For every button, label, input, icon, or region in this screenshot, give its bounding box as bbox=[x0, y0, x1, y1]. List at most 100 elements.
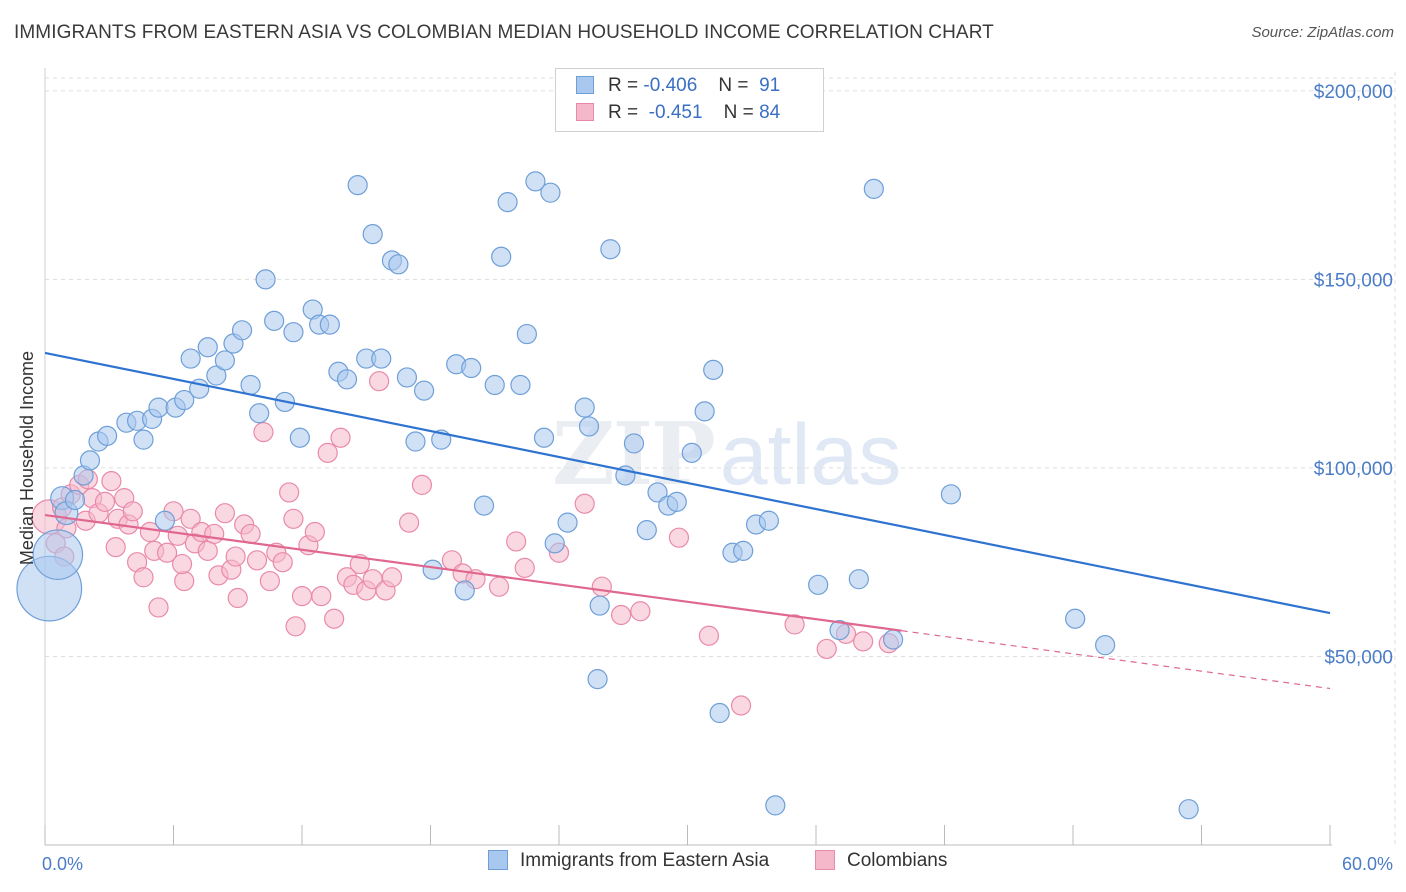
data-point bbox=[291, 586, 313, 607]
bottom-legend-colombians: Colombians bbox=[815, 850, 947, 872]
legend-n-value: 91 bbox=[759, 75, 781, 96]
x-tick-label-max: 60.0% bbox=[1342, 854, 1393, 874]
y-axis-title: Median Household Income bbox=[17, 351, 37, 565]
data-point bbox=[636, 520, 657, 541]
legend-swatch-pink bbox=[576, 103, 594, 121]
data-point bbox=[206, 365, 227, 386]
data-point bbox=[574, 397, 595, 418]
chart-title: IMMIGRANTS FROM EASTERN ASIA VS COLOMBIA… bbox=[14, 22, 994, 43]
legend-r-label: R = bbox=[608, 75, 639, 96]
data-point bbox=[647, 482, 668, 503]
data-point bbox=[279, 482, 300, 503]
legend-n-label: N = bbox=[723, 102, 754, 123]
data-point bbox=[808, 574, 829, 595]
bottom-legend-eastern-asia: Immigrants from Eastern Asia bbox=[488, 850, 769, 872]
data-point bbox=[557, 512, 578, 533]
data-point bbox=[105, 537, 126, 558]
data-point bbox=[330, 427, 351, 448]
data-point bbox=[283, 508, 304, 529]
data-point bbox=[853, 631, 874, 652]
grid-lines bbox=[45, 72, 1396, 845]
data-point bbox=[623, 433, 645, 454]
bottom-legend-label: Colombians bbox=[847, 850, 948, 871]
data-point bbox=[231, 320, 253, 341]
data-point bbox=[253, 422, 274, 443]
data-point bbox=[506, 531, 527, 552]
data-point bbox=[156, 542, 178, 563]
data-point bbox=[863, 178, 884, 199]
legend-n-value: 84 bbox=[759, 102, 781, 123]
data-point bbox=[336, 369, 358, 390]
data-point bbox=[829, 619, 850, 641]
legend-swatch-blue bbox=[576, 76, 594, 94]
data-point bbox=[668, 527, 690, 548]
data-point bbox=[510, 374, 531, 396]
data-point bbox=[591, 576, 612, 597]
data-point bbox=[694, 401, 715, 422]
data-point bbox=[540, 182, 561, 203]
y-tick-label: $100,000 bbox=[1314, 459, 1393, 480]
data-point bbox=[133, 567, 154, 588]
data-point bbox=[733, 540, 754, 561]
data-point bbox=[461, 357, 482, 379]
data-point bbox=[381, 567, 403, 588]
data-point bbox=[174, 570, 195, 592]
data-point bbox=[311, 586, 332, 607]
data-point bbox=[484, 374, 505, 396]
data-point bbox=[765, 795, 786, 816]
watermark: ZIPatlas bbox=[552, 404, 901, 505]
data-point bbox=[197, 337, 218, 358]
bottom-legend-label: Immigrants from Eastern Asia bbox=[520, 850, 770, 871]
data-point bbox=[405, 431, 426, 452]
data-point bbox=[259, 570, 280, 592]
data-point bbox=[1065, 608, 1086, 629]
data-point bbox=[154, 510, 176, 531]
data-point bbox=[214, 503, 235, 524]
data-point bbox=[349, 553, 370, 575]
y-tick-label: $50,000 bbox=[1324, 647, 1393, 668]
data-point bbox=[272, 552, 293, 573]
axis-labels: $50,000 $100,000 $150,000 $200,000 0.0% 60.0%… bbox=[17, 82, 1393, 874]
data-point bbox=[587, 668, 608, 690]
legend-row-colombians: R = -0.451 N = 84 bbox=[576, 102, 780, 126]
data-point bbox=[264, 310, 285, 331]
data-point bbox=[255, 269, 276, 290]
data-point bbox=[369, 371, 390, 392]
data-point bbox=[285, 616, 306, 637]
data-point bbox=[411, 474, 433, 495]
data-point bbox=[681, 442, 702, 463]
data-point bbox=[79, 450, 101, 471]
data-point bbox=[101, 471, 122, 492]
data-point bbox=[249, 403, 270, 424]
data-point bbox=[148, 597, 169, 618]
data-point bbox=[240, 374, 261, 396]
trend-line-eastern-asia bbox=[44, 351, 1331, 615]
data-point bbox=[514, 557, 535, 578]
data-point bbox=[488, 576, 510, 597]
data-point bbox=[544, 533, 565, 554]
data-point bbox=[204, 523, 225, 545]
data-point bbox=[180, 508, 201, 529]
data-point bbox=[283, 322, 304, 343]
data-point bbox=[304, 521, 325, 543]
source-credit: Source: ZipAtlas.com bbox=[1251, 24, 1394, 41]
data-point bbox=[398, 512, 420, 533]
data-point bbox=[630, 601, 651, 622]
data-point bbox=[227, 587, 248, 609]
trend-lines bbox=[44, 351, 1331, 690]
data-point bbox=[730, 695, 752, 716]
data-point bbox=[1095, 635, 1116, 656]
data-point bbox=[240, 523, 261, 545]
data-point bbox=[225, 546, 246, 567]
data-point bbox=[491, 246, 512, 267]
data-point bbox=[454, 580, 475, 601]
data-point bbox=[97, 425, 118, 446]
data-point bbox=[174, 389, 195, 411]
data-point bbox=[371, 348, 392, 369]
data-point bbox=[94, 491, 116, 512]
data-point bbox=[698, 625, 720, 646]
data-point bbox=[497, 191, 518, 213]
data-point bbox=[317, 442, 338, 463]
data-point bbox=[666, 491, 687, 512]
